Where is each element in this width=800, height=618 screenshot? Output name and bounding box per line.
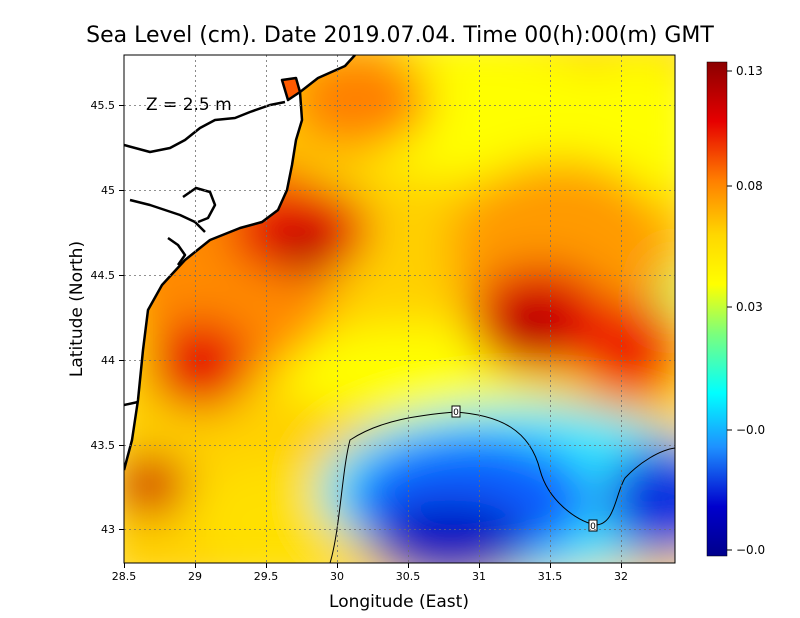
x-axis-label: Longitude (East) (329, 592, 469, 612)
colorbar-label: 0.03 (736, 300, 763, 314)
colorbar: 0.13 0.08 0.03 −0.0 −0.0 (706, 61, 765, 557)
x-tick-label: 31.5 (538, 570, 563, 583)
x-tick-label: 32 (614, 570, 628, 583)
contour-label-text-2: 0 (590, 522, 596, 532)
x-tick-label: 31 (472, 570, 486, 583)
y-tick-label: 44.5 (91, 269, 116, 282)
x-tick-label: 29.5 (254, 570, 279, 583)
darkred-core-1 (277, 230, 333, 270)
orange-north (290, 55, 430, 150)
colorbar-label: 0.08 (736, 179, 763, 193)
colorbar-label: 0.13 (736, 64, 763, 78)
contour-label-1: 0 (451, 405, 461, 418)
x-tick-label: 30.5 (396, 570, 421, 583)
navy-low-south (370, 500, 530, 563)
y-tick-label: 44 (101, 354, 115, 367)
coastline (124, 55, 356, 471)
x-tick-label: 29 (188, 570, 202, 583)
darkred-core-2 (504, 303, 560, 347)
y-axis-label: Latitude (North) (67, 241, 87, 377)
y-tick-labels: 43 43.5 44 44.5 45 45.5 (91, 99, 116, 536)
y-ticks (119, 105, 124, 530)
grid-lines (124, 55, 675, 563)
chart-title: Sea Level (cm). Date 2019.07.04. Time 00… (86, 23, 714, 48)
contour-label-text-1: 0 (453, 408, 459, 418)
contour-label-2: 0 (588, 519, 598, 532)
colorbar-gradient (706, 61, 728, 557)
colorbar-label: −0.0 (736, 543, 765, 557)
land-mask (124, 55, 355, 470)
y-tick-label: 43.5 (91, 439, 116, 452)
x-ticks (124, 563, 622, 568)
red-high-sw (124, 455, 185, 515)
blue-low-east (605, 445, 675, 555)
depth-annotation: Z = 2.5 m (146, 95, 232, 115)
sea-level-field: 0 0 Z = (124, 55, 675, 563)
y-tick-label: 45.5 (91, 99, 116, 112)
y-tick-label: 45 (101, 184, 115, 197)
plot-frame (123, 54, 676, 564)
x-tick-label: 30 (330, 570, 344, 583)
x-tick-label: 28.5 (112, 570, 137, 583)
y-tick-label: 43 (101, 523, 115, 536)
red-high-east2 (580, 300, 675, 400)
x-tick-labels: 28.5 29 29.5 30 30.5 31 31.5 32 (112, 570, 628, 583)
colorbar-label: −0.0 (736, 423, 765, 437)
red-high-west (150, 320, 250, 410)
